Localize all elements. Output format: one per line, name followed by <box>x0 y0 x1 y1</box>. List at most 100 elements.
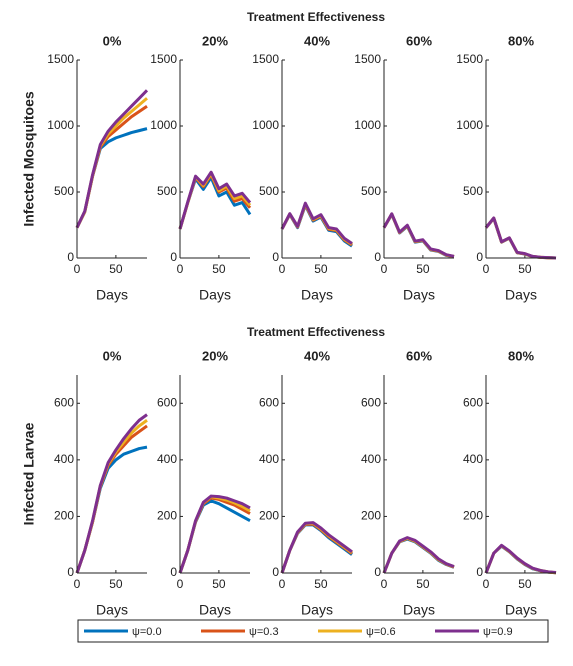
y-tick-label: 200 <box>157 509 177 523</box>
x-tick-label: 50 <box>416 262 430 276</box>
series-line <box>280 523 353 574</box>
legend-label: ψ=0.3 <box>249 626 279 638</box>
suptitle: Treatment Effectiveness <box>247 10 385 24</box>
x-tick-label: 50 <box>109 262 123 276</box>
x-tick-label: 0 <box>177 262 184 276</box>
y-tick-label: 400 <box>361 452 381 466</box>
x-axis-label: Days <box>403 602 435 618</box>
y-tick-label: 0 <box>272 250 279 264</box>
y-tick-label: 0 <box>476 565 483 579</box>
x-axis-label: Days <box>301 287 333 303</box>
y-tick-label: 500 <box>361 184 381 198</box>
x-tick-label: 0 <box>279 262 286 276</box>
x-tick-label: 0 <box>381 577 388 591</box>
x-tick-label: 50 <box>212 262 226 276</box>
x-axis-label: Days <box>199 602 231 618</box>
series-line <box>75 127 148 229</box>
x-axis-label: Days <box>505 602 537 618</box>
x-tick-label: 50 <box>314 262 328 276</box>
y-tick-label: 500 <box>157 184 177 198</box>
series-line <box>75 413 148 574</box>
panel-title: 80% <box>508 348 534 363</box>
panel-title: 40% <box>304 33 330 48</box>
x-axis-label: Days <box>96 287 128 303</box>
series-line <box>75 419 148 574</box>
y-tick-label: 500 <box>54 184 74 198</box>
x-axis-label: Days <box>301 602 333 618</box>
y-tick-label: 200 <box>361 509 381 523</box>
x-axis-label: Days <box>505 287 537 303</box>
panel-title: 40% <box>304 348 330 363</box>
x-tick-label: 50 <box>518 577 532 591</box>
x-tick-label: 50 <box>416 577 430 591</box>
panel-title: 20% <box>202 33 228 48</box>
x-tick-label: 0 <box>483 577 490 591</box>
series-line <box>484 543 557 574</box>
y-tick-label: 0 <box>67 250 74 264</box>
y-tick-label: 600 <box>54 395 74 409</box>
y-tick-label: 600 <box>259 395 279 409</box>
series-line <box>75 89 149 229</box>
series-line <box>280 203 353 248</box>
y-tick-label: 600 <box>157 395 177 409</box>
panel-title: 60% <box>406 348 432 363</box>
series-line <box>280 201 353 245</box>
legend-label: ψ=0.6 <box>366 626 396 638</box>
panel-title: 60% <box>406 33 432 48</box>
y-tick-label: 1500 <box>354 52 381 66</box>
y-tick-label: 0 <box>272 565 279 579</box>
y-tick-label: 0 <box>170 250 177 264</box>
y-tick-label: 1000 <box>456 118 483 132</box>
x-axis-label: Days <box>199 287 231 303</box>
y-tick-label: 1000 <box>47 118 74 132</box>
legend-label: ψ=0.0 <box>132 626 162 638</box>
y-tick-label: 0 <box>374 250 381 264</box>
legend-label: ψ=0.9 <box>483 626 513 638</box>
x-tick-label: 0 <box>279 577 286 591</box>
y-tick-label: 0 <box>476 250 483 264</box>
suptitle: Treatment Effectiveness <box>247 325 385 339</box>
y-tick-label: 1000 <box>354 118 381 132</box>
x-tick-label: 50 <box>109 577 123 591</box>
y-tick-label: 1500 <box>47 52 74 66</box>
panel-title: 20% <box>202 348 228 363</box>
x-tick-label: 0 <box>74 577 81 591</box>
y-tick-label: 400 <box>259 452 279 466</box>
series-line <box>484 216 557 260</box>
y-tick-label: 200 <box>259 509 279 523</box>
series-line <box>75 97 148 229</box>
panel-title: 0% <box>103 348 122 363</box>
x-axis-label: Days <box>403 287 435 303</box>
series-line <box>382 536 455 574</box>
x-tick-label: 50 <box>212 577 226 591</box>
y-tick-label: 500 <box>463 184 483 198</box>
y-tick-label: 0 <box>374 565 381 579</box>
y-tick-label: 400 <box>157 452 177 466</box>
series-line <box>382 212 455 258</box>
y-tick-label: 1000 <box>252 118 279 132</box>
y-tick-label: 0 <box>67 565 74 579</box>
legend-box <box>77 619 549 643</box>
x-tick-label: 0 <box>74 262 81 276</box>
panel-title: 80% <box>508 33 534 48</box>
series-line <box>178 494 251 574</box>
y-tick-label: 200 <box>463 509 483 523</box>
x-tick-label: 50 <box>518 262 532 276</box>
y-tick-label: 400 <box>463 452 483 466</box>
y-tick-label: 1500 <box>252 52 279 66</box>
x-tick-label: 0 <box>177 577 184 591</box>
y-tick-label: 1500 <box>150 52 177 66</box>
x-axis-label: Days <box>96 602 128 618</box>
y-tick-label: 0 <box>170 565 177 579</box>
series-line <box>178 170 252 230</box>
y-tick-label: 1500 <box>456 52 483 66</box>
x-tick-label: 0 <box>483 262 490 276</box>
x-tick-label: 50 <box>314 577 328 591</box>
y-axis-label: Infected Larvae <box>21 422 37 525</box>
y-tick-label: 200 <box>54 509 74 523</box>
x-tick-label: 0 <box>381 262 388 276</box>
y-tick-label: 500 <box>259 184 279 198</box>
y-tick-label: 1000 <box>150 118 177 132</box>
y-tick-label: 600 <box>463 395 483 409</box>
